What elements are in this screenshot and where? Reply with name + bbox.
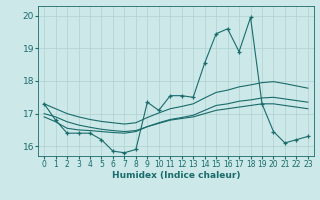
X-axis label: Humidex (Indice chaleur): Humidex (Indice chaleur): [112, 171, 240, 180]
